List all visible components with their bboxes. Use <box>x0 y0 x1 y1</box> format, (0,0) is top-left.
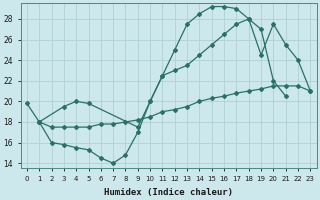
X-axis label: Humidex (Indice chaleur): Humidex (Indice chaleur) <box>104 188 233 197</box>
